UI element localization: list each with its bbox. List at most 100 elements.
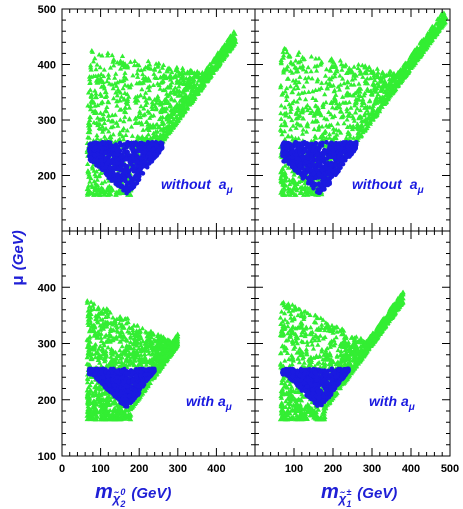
green-point: [107, 65, 114, 70]
blue-point: [333, 162, 339, 168]
green-point: [177, 98, 183, 103]
green-point: [180, 97, 186, 102]
blue-point: [293, 166, 298, 171]
green-point: [89, 49, 96, 54]
blue-point: [316, 156, 322, 161]
green-point: [229, 35, 235, 41]
green-point: [117, 117, 123, 122]
green-point: [111, 56, 117, 62]
blue-point: [113, 142, 119, 147]
green-point: [163, 96, 169, 101]
green-point: [181, 102, 187, 107]
blue-point: [153, 154, 158, 159]
blue-point: [353, 143, 358, 148]
green-point: [85, 129, 91, 134]
blue-series: [280, 139, 359, 196]
green-point: [295, 105, 301, 110]
green-point: [93, 94, 99, 99]
green-point: [86, 74, 93, 79]
green-point: [97, 64, 103, 70]
green-point: [290, 123, 296, 128]
green-point: [137, 92, 144, 98]
green-point: [120, 85, 126, 91]
blue-point: [329, 174, 335, 179]
green-point: [114, 103, 120, 108]
green-point: [353, 110, 359, 115]
green-point: [93, 66, 99, 72]
green-point: [172, 74, 179, 80]
green-point: [100, 129, 106, 134]
green-point: [130, 72, 136, 78]
blue-point: [92, 152, 97, 158]
green-point: [118, 66, 124, 71]
green-point: [197, 82, 203, 88]
blue-point: [87, 142, 92, 147]
green-point: [162, 125, 168, 131]
green-point: [145, 108, 151, 114]
blue-point: [327, 179, 332, 185]
green-point: [86, 169, 92, 174]
green-point: [110, 118, 116, 123]
green-point: [176, 83, 182, 89]
blue-point: [129, 145, 135, 150]
green-point: [287, 83, 294, 89]
green-point: [169, 75, 175, 80]
green-point: [151, 112, 157, 118]
green-point: [100, 111, 106, 117]
green-point: [88, 99, 94, 104]
blue-point: [310, 180, 315, 185]
green-point: [121, 64, 127, 70]
green-point: [151, 132, 157, 137]
green-point: [167, 82, 173, 88]
green-point: [91, 192, 97, 197]
blue-point: [118, 184, 123, 190]
blue-point: [119, 166, 125, 171]
green-point: [103, 89, 109, 95]
green-point: [94, 62, 100, 67]
green-point: [110, 131, 116, 137]
green-point: [85, 103, 91, 108]
green-point: [145, 131, 151, 137]
green-point: [126, 94, 132, 99]
green-point: [94, 169, 100, 174]
green-point: [146, 127, 152, 132]
green-point: [158, 127, 164, 132]
green-point: [335, 121, 341, 126]
green-point: [133, 100, 139, 105]
green-point: [348, 105, 354, 110]
green-point: [304, 102, 310, 108]
blue-point: [300, 140, 306, 146]
green-point: [120, 133, 126, 139]
green-point: [114, 79, 120, 85]
blue-point: [138, 145, 144, 151]
green-point: [227, 42, 233, 48]
blue-point: [130, 182, 135, 188]
blue-point: [297, 163, 303, 169]
green-point: [87, 79, 93, 85]
green-point: [152, 134, 158, 140]
green-point: [201, 71, 207, 77]
blue-point: [141, 141, 146, 147]
green-point: [157, 68, 163, 74]
green-point: [105, 99, 111, 104]
green-point: [106, 117, 112, 122]
green-point: [159, 118, 165, 124]
green-point: [114, 98, 120, 103]
blue-point: [124, 156, 129, 162]
green-point: [122, 70, 128, 75]
green-point: [136, 62, 142, 68]
green-point: [103, 126, 109, 131]
green-point: [149, 104, 155, 109]
green-point: [165, 127, 171, 133]
green-point: [155, 93, 161, 99]
blue-point: [330, 151, 336, 157]
blue-point: [293, 142, 298, 148]
green-point: [101, 67, 107, 72]
green-point: [124, 100, 130, 105]
blue-point: [144, 164, 150, 170]
green-point: [118, 106, 124, 112]
green-point: [85, 134, 91, 140]
green-point: [95, 102, 101, 108]
green-point: [87, 179, 93, 184]
green-point: [133, 115, 139, 121]
